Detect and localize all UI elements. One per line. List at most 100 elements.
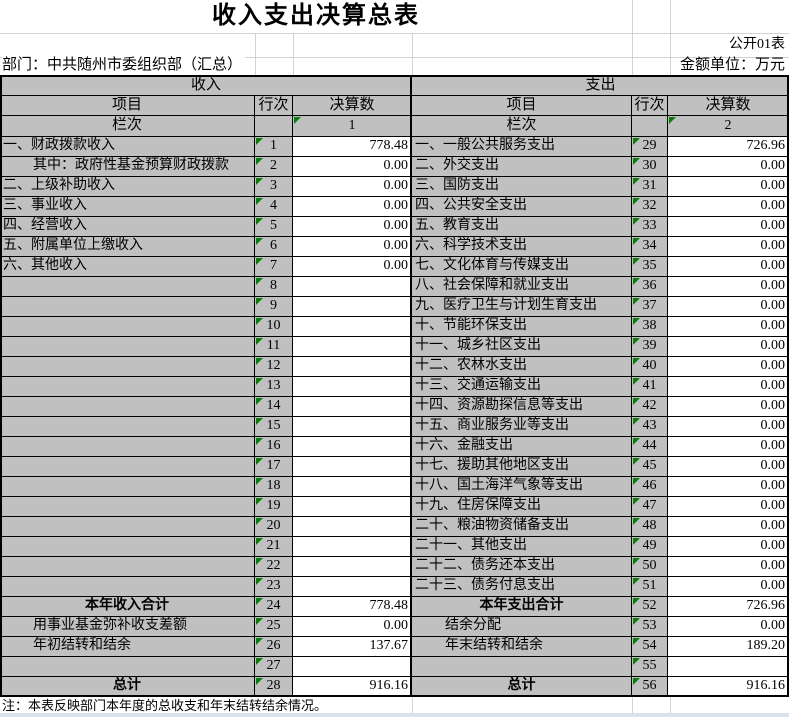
item-cell[interactable]: 十四、资源勘探信息等支出 xyxy=(412,397,632,417)
amount-cell[interactable]: 0.00 xyxy=(668,557,789,577)
amount-cell[interactable]: 778.48 xyxy=(293,137,412,157)
row-no-cell[interactable]: 36 xyxy=(632,277,668,297)
item-cell[interactable]: 一、一般公共服务支出 xyxy=(412,137,632,157)
item-cell[interactable]: 二、上级补助收入 xyxy=(0,177,255,197)
amount-cell[interactable] xyxy=(293,277,412,297)
row-no-cell[interactable]: 17 xyxy=(255,457,293,477)
item-cell[interactable]: 一、财政拨款收入 xyxy=(0,137,255,157)
amount-cell[interactable] xyxy=(293,477,412,497)
item-cell[interactable]: 十五、商业服务业等支出 xyxy=(412,417,632,437)
item-cell[interactable]: 总计 xyxy=(412,677,632,697)
item-cell[interactable] xyxy=(0,657,255,677)
row-no-cell[interactable]: 33 xyxy=(632,217,668,237)
amount-unit-label[interactable]: 金额单位：万元 xyxy=(679,57,785,73)
amount-cell[interactable]: 0.00 xyxy=(293,197,412,217)
item-cell[interactable]: 本年收入合计 xyxy=(0,597,255,617)
row-no-cell[interactable]: 2 xyxy=(255,157,293,177)
amount-cell[interactable]: 0.00 xyxy=(668,437,789,457)
item-cell[interactable]: 四、公共安全支出 xyxy=(412,197,632,217)
item-cell[interactable]: 结余分配 xyxy=(412,617,632,637)
amount-cell[interactable]: 726.96 xyxy=(668,137,789,157)
item-cell[interactable] xyxy=(0,417,255,437)
amount-cell[interactable]: 0.00 xyxy=(293,257,412,277)
item-cell[interactable]: 二十三、债务付息支出 xyxy=(412,577,632,597)
amount-cell[interactable] xyxy=(293,457,412,477)
item-cell[interactable] xyxy=(0,517,255,537)
row-no-cell[interactable]: 47 xyxy=(632,497,668,517)
amount-cell[interactable]: 0.00 xyxy=(668,177,789,197)
amount-cell[interactable]: 0.00 xyxy=(668,317,789,337)
footnote[interactable]: 注：本表反映部门本年度的总收支和年末结转结余情况。 xyxy=(2,699,331,713)
row-no-cell[interactable]: 42 xyxy=(632,397,668,417)
item-cell[interactable]: 十九、住房保障支出 xyxy=(412,497,632,517)
amount-cell[interactable] xyxy=(293,517,412,537)
row-no-cell[interactable]: 16 xyxy=(255,437,293,457)
item-cell[interactable]: 十一、城乡社区支出 xyxy=(412,337,632,357)
row-no-cell[interactable]: 3 xyxy=(255,177,293,197)
row-no-cell[interactable]: 32 xyxy=(632,197,668,217)
row-no-cell[interactable]: 44 xyxy=(632,437,668,457)
income-index-label-cell[interactable]: 栏次 xyxy=(0,116,255,137)
row-no-cell[interactable]: 49 xyxy=(632,537,668,557)
amount-cell[interactable]: 0.00 xyxy=(668,157,789,177)
row-no-cell[interactable]: 35 xyxy=(632,257,668,277)
item-cell[interactable]: 用事业基金弥补收支差额 xyxy=(0,617,255,637)
item-cell[interactable]: 九、医疗卫生与计划生育支出 xyxy=(412,297,632,317)
item-cell[interactable]: 六、科学技术支出 xyxy=(412,237,632,257)
amount-cell[interactable] xyxy=(668,657,789,677)
amount-cell[interactable] xyxy=(293,577,412,597)
row-no-cell[interactable]: 27 xyxy=(255,657,293,677)
amount-cell[interactable] xyxy=(293,337,412,357)
expense-col-header-amount[interactable]: 决算数 xyxy=(668,96,789,116)
item-cell[interactable]: 二十、粮油物资储备支出 xyxy=(412,517,632,537)
row-no-cell[interactable]: 25 xyxy=(255,617,293,637)
expense-col-header-rowno[interactable]: 行次 xyxy=(632,96,668,116)
amount-cell[interactable]: 0.00 xyxy=(293,237,412,257)
item-cell[interactable]: 三、国防支出 xyxy=(412,177,632,197)
row-no-cell[interactable]: 55 xyxy=(632,657,668,677)
row-no-cell[interactable]: 14 xyxy=(255,397,293,417)
item-cell[interactable]: 其中：政府性基金预算财政拨款 xyxy=(0,157,255,177)
item-cell[interactable]: 八、社会保障和就业支出 xyxy=(412,277,632,297)
row-no-cell[interactable]: 45 xyxy=(632,457,668,477)
item-cell[interactable]: 二十二、债务还本支出 xyxy=(412,557,632,577)
item-cell[interactable]: 六、其他收入 xyxy=(0,257,255,277)
row-no-cell[interactable]: 40 xyxy=(632,357,668,377)
row-no-cell[interactable]: 10 xyxy=(255,317,293,337)
row-no-cell[interactable]: 31 xyxy=(632,177,668,197)
item-cell[interactable]: 十、节能环保支出 xyxy=(412,317,632,337)
expense-section-header[interactable]: 支出 xyxy=(412,75,789,96)
item-cell[interactable]: 年末结转和结余 xyxy=(412,637,632,657)
income-col-header-rowno[interactable]: 行次 xyxy=(255,96,293,116)
amount-cell[interactable]: 0.00 xyxy=(668,577,789,597)
amount-cell[interactable] xyxy=(293,377,412,397)
income-index-blank-cell[interactable] xyxy=(255,116,293,137)
amount-cell[interactable] xyxy=(293,497,412,517)
row-no-cell[interactable]: 5 xyxy=(255,217,293,237)
amount-cell[interactable]: 916.16 xyxy=(668,677,789,697)
amount-cell[interactable] xyxy=(293,657,412,677)
row-no-cell[interactable]: 11 xyxy=(255,337,293,357)
amount-cell[interactable]: 778.48 xyxy=(293,597,412,617)
item-cell[interactable]: 二、外交支出 xyxy=(412,157,632,177)
item-cell[interactable]: 本年支出合计 xyxy=(412,597,632,617)
item-cell[interactable]: 五、附属单位上缴收入 xyxy=(0,237,255,257)
row-no-cell[interactable]: 9 xyxy=(255,297,293,317)
amount-cell[interactable]: 137.67 xyxy=(293,637,412,657)
sheet-number-label[interactable]: 公开01表 xyxy=(729,37,785,52)
item-cell[interactable]: 十三、交通运输支出 xyxy=(412,377,632,397)
row-no-cell[interactable]: 48 xyxy=(632,517,668,537)
item-cell[interactable]: 五、教育支出 xyxy=(412,217,632,237)
amount-cell[interactable] xyxy=(293,297,412,317)
amount-cell[interactable] xyxy=(293,317,412,337)
amount-cell[interactable]: 0.00 xyxy=(668,277,789,297)
amount-cell[interactable]: 0.00 xyxy=(668,237,789,257)
amount-cell[interactable]: 0.00 xyxy=(668,217,789,237)
item-cell[interactable] xyxy=(0,337,255,357)
item-cell[interactable] xyxy=(0,537,255,557)
row-no-cell[interactable]: 52 xyxy=(632,597,668,617)
row-no-cell[interactable]: 1 xyxy=(255,137,293,157)
item-cell[interactable]: 年初结转和结余 xyxy=(0,637,255,657)
amount-cell[interactable]: 0.00 xyxy=(668,297,789,317)
income-col-header-item[interactable]: 项目 xyxy=(0,96,255,116)
